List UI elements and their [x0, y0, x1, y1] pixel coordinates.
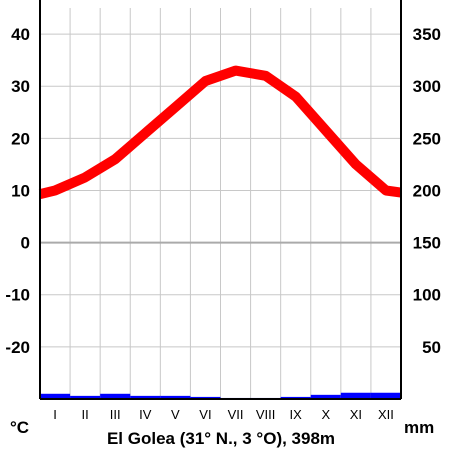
- right-axis-tick: 200: [413, 181, 441, 200]
- month-label: III: [110, 407, 121, 422]
- temperature-line: [38, 65, 402, 199]
- plot-frame: [39, 0, 402, 400]
- right-axis-ticks: 350 300 250 200 150 100 50: [413, 25, 441, 357]
- precipitation-bar: [370, 392, 401, 399]
- month-labels: I II III IV V VI VII VIII IX X XI XII: [53, 407, 394, 422]
- month-label: VI: [199, 407, 211, 422]
- right-axis-tick: 300: [413, 77, 441, 96]
- month-label: VIII: [256, 407, 276, 422]
- grid: [40, 8, 401, 399]
- month-label: XI: [350, 407, 362, 422]
- right-axis-unit: mm: [404, 418, 434, 437]
- right-axis-tick: 250: [413, 129, 441, 148]
- right-axis-tick: 50: [422, 338, 441, 357]
- month-label: VII: [228, 407, 244, 422]
- month-label: I: [53, 407, 57, 422]
- temperature-series: [38, 65, 402, 199]
- precipitation-bar: [160, 395, 191, 399]
- chart-title: El Golea (31° N., 3 °O), 398m: [107, 429, 335, 448]
- precipitation-bar: [100, 393, 131, 399]
- right-axis-tick: 100: [413, 286, 441, 305]
- left-axis-tick: -10: [5, 286, 30, 305]
- left-axis-tick: 40: [11, 25, 30, 44]
- left-axis-tick: 20: [11, 129, 30, 148]
- precipitation-bar: [130, 395, 161, 399]
- precipitation-bar: [280, 396, 311, 399]
- precipitation-bar: [310, 394, 341, 399]
- month-label: X: [321, 407, 330, 422]
- month-label: IX: [290, 407, 303, 422]
- month-label: IV: [139, 407, 152, 422]
- precipitation-bar: [70, 395, 101, 399]
- left-axis-tick: 10: [11, 181, 30, 200]
- left-axis-tick: 0: [21, 234, 30, 253]
- left-axis-tick: -20: [5, 338, 30, 357]
- left-axis-unit: °C: [10, 418, 29, 437]
- left-axis-ticks: 40 30 20 10 0 -10 -20: [5, 25, 30, 357]
- precipitation-bar: [340, 392, 371, 399]
- right-axis-tick: 350: [413, 25, 441, 44]
- right-axis-tick: 150: [413, 234, 441, 253]
- left-axis-tick: 30: [11, 77, 30, 96]
- month-label: V: [171, 407, 180, 422]
- month-label: II: [82, 407, 89, 422]
- precipitation-bar: [190, 396, 221, 399]
- month-label: XII: [378, 407, 394, 422]
- precipitation-bar: [40, 393, 71, 399]
